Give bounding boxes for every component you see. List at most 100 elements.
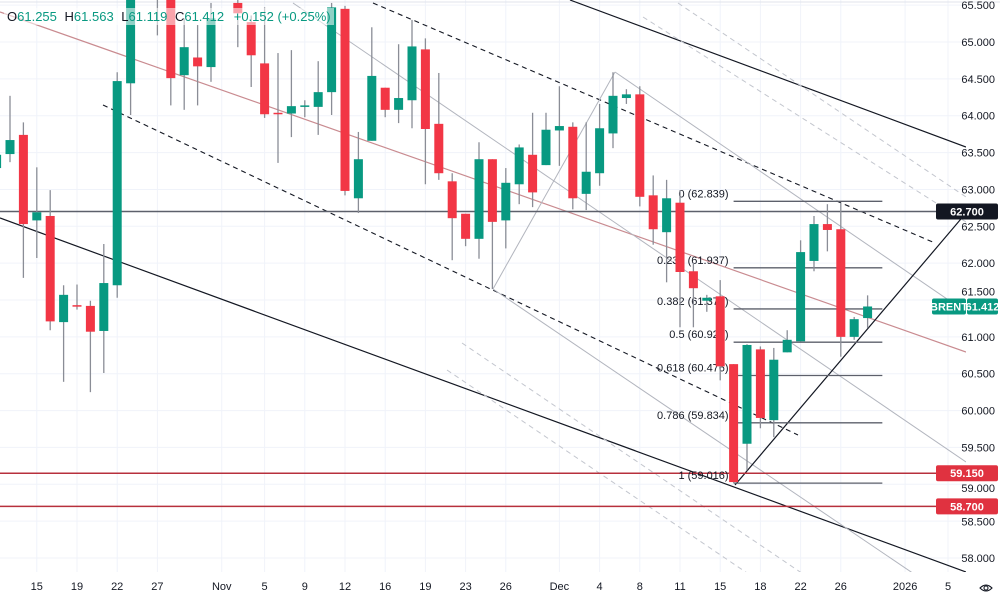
last-price-tag bbox=[967, 298, 998, 315]
price-line-tag bbox=[936, 465, 998, 482]
candle-down bbox=[434, 72, 444, 180]
candle-body bbox=[635, 94, 645, 197]
candle-body bbox=[434, 123, 444, 174]
candle-body bbox=[461, 213, 471, 239]
candle-body bbox=[246, 22, 256, 56]
pitchfork-handle[interactable] bbox=[492, 71, 616, 290]
candle-down bbox=[380, 87, 390, 118]
candle-up bbox=[367, 27, 377, 141]
dashed-gray-line-2[interactable] bbox=[642, 16, 966, 223]
candle-body bbox=[32, 212, 42, 221]
pitchfork-line-3[interactable] bbox=[492, 288, 920, 578]
candle-down bbox=[420, 38, 430, 185]
candle-body bbox=[420, 49, 430, 129]
candle-down bbox=[688, 262, 698, 328]
candle-body bbox=[313, 92, 323, 107]
price-tick-label: 64.000 bbox=[961, 111, 995, 123]
price-tick-label: 59.500 bbox=[961, 442, 995, 454]
time-tick-label: 16 bbox=[379, 581, 391, 593]
candle-body bbox=[595, 128, 605, 174]
candle-body bbox=[554, 126, 564, 131]
fib-retracement[interactable]: 0 (62.839)0.236 (61.937)0.382 (61.379)0.… bbox=[657, 188, 883, 484]
candle-body bbox=[85, 305, 95, 332]
channel-upper-dashed[interactable] bbox=[372, 2, 936, 244]
dashed-gray-line-1[interactable] bbox=[677, 2, 966, 198]
time-tick-label: 11 bbox=[674, 581, 685, 593]
candle-body bbox=[729, 364, 739, 483]
price-tick-label: 65.500 bbox=[961, 0, 995, 12]
candle-up bbox=[662, 179, 672, 283]
candle-down bbox=[568, 122, 578, 210]
high-label: H bbox=[64, 9, 74, 24]
candle-body bbox=[702, 297, 712, 301]
candle-up bbox=[809, 215, 819, 272]
candle-body bbox=[394, 98, 404, 110]
eye-settings-icon[interactable] bbox=[979, 584, 993, 592]
candle-up bbox=[608, 72, 618, 149]
candle-up bbox=[112, 72, 122, 298]
fib-level-label: 0 (62.839) bbox=[678, 188, 728, 200]
grid bbox=[0, 0, 966, 572]
candle-body bbox=[260, 63, 270, 115]
candle-body bbox=[99, 283, 109, 331]
pitchfork-line-1[interactable] bbox=[292, 2, 966, 463]
price-tick-label: 63.000 bbox=[961, 184, 995, 196]
close-value: 61.412 bbox=[184, 9, 225, 24]
candle-body bbox=[514, 147, 524, 185]
candle-body bbox=[621, 94, 631, 99]
candle-body bbox=[72, 305, 82, 307]
fib-level-label: 0.786 (59.834) bbox=[657, 410, 729, 422]
time-tick-label: Nov bbox=[212, 581, 232, 593]
candle-body bbox=[112, 81, 122, 286]
candle-body bbox=[353, 159, 363, 199]
candle-body bbox=[782, 339, 792, 353]
time-tick-label: Dec bbox=[550, 581, 570, 593]
dashed-gray-line-3[interactable] bbox=[461, 342, 809, 578]
candle-down bbox=[675, 190, 685, 328]
price-line-tag-label: 62.700 bbox=[950, 207, 984, 219]
price-tick-label: 61.000 bbox=[961, 332, 995, 344]
candle-up bbox=[99, 243, 109, 373]
time-axis[interactable]: 15 19 22 27 Nov 5 9 12 16 19 23 26 Dec 4 8 11 15 18 22 26 20… bbox=[31, 581, 951, 593]
candle-down bbox=[340, 5, 350, 196]
channel-lower-dashed[interactable] bbox=[102, 104, 799, 436]
candle-up bbox=[474, 142, 484, 259]
candle-body bbox=[273, 112, 283, 115]
price-tick-label: 60.500 bbox=[961, 369, 995, 381]
candle-down bbox=[729, 364, 739, 483]
candle-body bbox=[755, 349, 765, 418]
rising-trendline[interactable] bbox=[734, 212, 966, 486]
trendline-upper-black[interactable] bbox=[569, 0, 966, 148]
time-tick-label: 18 bbox=[754, 581, 766, 593]
price-axis[interactable]: 58.000 58.500 59.000 59.500 60.000 60.500 61.0… bbox=[961, 0, 995, 565]
candle-body bbox=[809, 224, 819, 261]
candle-body bbox=[380, 87, 390, 110]
candle-body bbox=[206, 18, 216, 68]
candle-up bbox=[621, 89, 631, 104]
time-tick-label: 23 bbox=[459, 581, 471, 593]
candle-up bbox=[595, 103, 605, 186]
candle-up bbox=[313, 61, 323, 135]
candle-up bbox=[769, 347, 779, 438]
time-tick-label: 27 bbox=[151, 581, 163, 593]
time-tick-label: 15 bbox=[714, 581, 726, 593]
time-tick-label: 19 bbox=[71, 581, 83, 593]
close-label: C bbox=[174, 9, 185, 24]
time-tick-label: 9 bbox=[302, 581, 308, 593]
trendline-lower-black[interactable] bbox=[0, 217, 966, 572]
candle-up bbox=[554, 86, 564, 166]
candle-body bbox=[796, 252, 806, 342]
low-value: 61.119 bbox=[128, 9, 168, 24]
candle-up bbox=[407, 19, 417, 129]
fib-level-label: 0.618 (60.476) bbox=[657, 362, 729, 374]
candle-body bbox=[769, 359, 779, 421]
open-value: 61.255 bbox=[17, 9, 57, 24]
candle-body bbox=[407, 46, 417, 101]
candle-down bbox=[273, 53, 283, 163]
pitchfork-line-2[interactable] bbox=[614, 71, 966, 313]
candle-body bbox=[166, 0, 176, 79]
time-tick-label: 22 bbox=[111, 581, 123, 593]
